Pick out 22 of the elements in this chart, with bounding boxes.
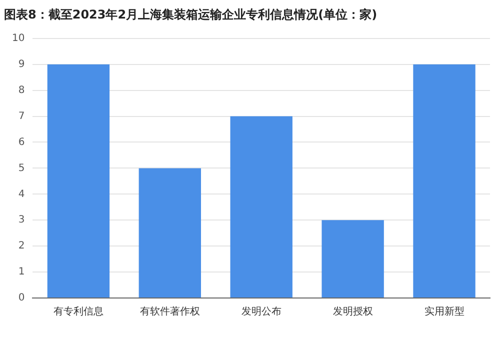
- bar: [47, 64, 110, 298]
- y-tick-label: 0: [18, 292, 25, 304]
- y-tick-label: 10: [12, 32, 25, 44]
- y-tick-label: 9: [18, 58, 25, 70]
- x-tick-label: 有软件著作权: [140, 306, 200, 318]
- bar: [138, 168, 201, 298]
- chart-title: 图表8：截至2023年2月上海集装箱运输企业专利信息情况(单位：家): [4, 7, 378, 22]
- bar: [322, 220, 384, 298]
- y-tick-label: 8: [18, 84, 25, 96]
- y-tick-label: 4: [18, 188, 25, 200]
- y-tick-label: 2: [18, 240, 25, 252]
- x-tick-label: 发明授权: [332, 306, 373, 318]
- y-tick-label: 6: [18, 136, 25, 148]
- y-tick-label: 3: [18, 214, 25, 226]
- x-tick-label: 有专利信息: [53, 306, 104, 318]
- bar: [230, 116, 292, 298]
- x-tick-label: 发明公布: [241, 306, 282, 318]
- bar: [413, 64, 476, 298]
- y-tick-label: 1: [18, 266, 25, 278]
- y-tick-label: 7: [18, 110, 25, 122]
- x-tick-label: 实用新型: [424, 306, 464, 318]
- y-tick-label: 5: [18, 162, 25, 174]
